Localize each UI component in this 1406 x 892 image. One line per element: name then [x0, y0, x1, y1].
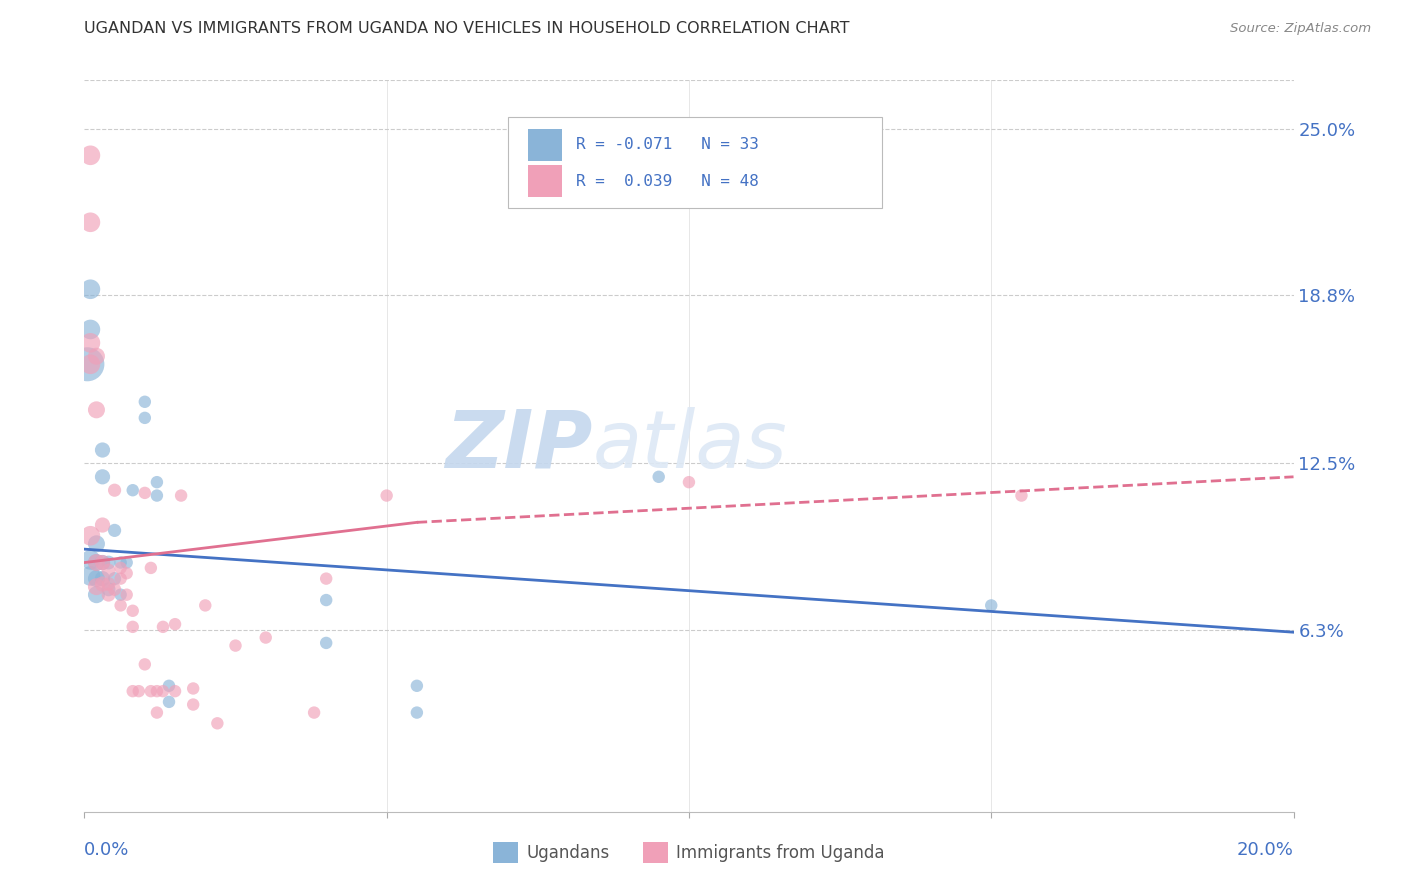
- Point: [134, 486, 156, 500]
- Point: [315, 593, 337, 607]
- Y-axis label: No Vehicles in Household: No Vehicles in Household: [0, 350, 7, 542]
- Point: [678, 475, 700, 490]
- Point: [648, 470, 671, 484]
- Point: [146, 475, 169, 490]
- Point: [406, 706, 429, 720]
- Point: [165, 684, 187, 698]
- Point: [97, 588, 120, 602]
- Point: [134, 410, 156, 425]
- Point: [139, 684, 162, 698]
- Text: 0.0%: 0.0%: [84, 841, 129, 859]
- Point: [146, 706, 169, 720]
- Point: [152, 620, 174, 634]
- Point: [86, 556, 108, 570]
- Point: [79, 553, 101, 567]
- Point: [181, 698, 204, 712]
- Text: ZIP: ZIP: [444, 407, 592, 485]
- Point: [79, 569, 101, 583]
- Point: [110, 599, 132, 613]
- FancyBboxPatch shape: [529, 128, 562, 161]
- Point: [91, 518, 114, 533]
- Point: [115, 556, 138, 570]
- Point: [91, 572, 114, 586]
- Point: [86, 537, 108, 551]
- Point: [97, 556, 120, 570]
- Point: [194, 599, 217, 613]
- Point: [104, 572, 127, 586]
- Point: [97, 564, 120, 578]
- Point: [91, 443, 114, 458]
- Point: [157, 695, 180, 709]
- Point: [104, 582, 127, 597]
- Point: [134, 394, 156, 409]
- Point: [79, 282, 101, 296]
- Point: [79, 322, 101, 336]
- Point: [86, 588, 108, 602]
- Point: [91, 556, 114, 570]
- Point: [91, 556, 114, 570]
- Point: [86, 556, 108, 570]
- Point: [146, 489, 169, 503]
- Point: [79, 148, 101, 162]
- Point: [121, 620, 143, 634]
- Point: [406, 679, 429, 693]
- Point: [128, 684, 150, 698]
- Text: UGANDAN VS IMMIGRANTS FROM UGANDA NO VEHICLES IN HOUSEHOLD CORRELATION CHART: UGANDAN VS IMMIGRANTS FROM UGANDA NO VEH…: [84, 21, 849, 37]
- Point: [181, 681, 204, 696]
- Text: R = -0.071   N = 33: R = -0.071 N = 33: [576, 137, 759, 153]
- Point: [104, 483, 127, 498]
- Point: [110, 556, 132, 570]
- Point: [115, 566, 138, 581]
- Point: [139, 561, 162, 575]
- Point: [254, 631, 277, 645]
- Point: [146, 684, 169, 698]
- Point: [121, 604, 143, 618]
- Text: 20.0%: 20.0%: [1237, 841, 1294, 859]
- Legend: Ugandans, Immigrants from Uganda: Ugandans, Immigrants from Uganda: [486, 836, 891, 869]
- Text: Source: ZipAtlas.com: Source: ZipAtlas.com: [1230, 22, 1371, 36]
- Text: atlas: atlas: [592, 407, 787, 485]
- Point: [315, 636, 337, 650]
- Point: [152, 684, 174, 698]
- Point: [91, 470, 114, 484]
- Point: [79, 357, 101, 371]
- Point: [134, 657, 156, 672]
- Text: R =  0.039   N = 48: R = 0.039 N = 48: [576, 174, 759, 189]
- Point: [97, 582, 120, 597]
- Point: [980, 599, 1002, 613]
- Point: [315, 572, 337, 586]
- Point: [157, 679, 180, 693]
- Point: [79, 335, 101, 350]
- Point: [97, 577, 120, 591]
- Point: [110, 588, 132, 602]
- Point: [121, 684, 143, 698]
- Point: [79, 529, 101, 543]
- FancyBboxPatch shape: [529, 165, 562, 197]
- Point: [76, 357, 98, 371]
- Point: [110, 572, 132, 586]
- Point: [86, 580, 108, 594]
- Point: [115, 588, 138, 602]
- Point: [225, 639, 247, 653]
- Point: [302, 706, 325, 720]
- Point: [375, 489, 398, 503]
- Point: [91, 577, 114, 591]
- Point: [121, 483, 143, 498]
- Point: [1011, 489, 1033, 503]
- Point: [104, 524, 127, 538]
- Point: [207, 716, 229, 731]
- Point: [79, 215, 101, 229]
- Point: [86, 402, 108, 417]
- Point: [86, 349, 108, 363]
- Point: [165, 617, 187, 632]
- Point: [86, 572, 108, 586]
- Point: [110, 561, 132, 575]
- Point: [170, 489, 193, 503]
- FancyBboxPatch shape: [508, 117, 883, 209]
